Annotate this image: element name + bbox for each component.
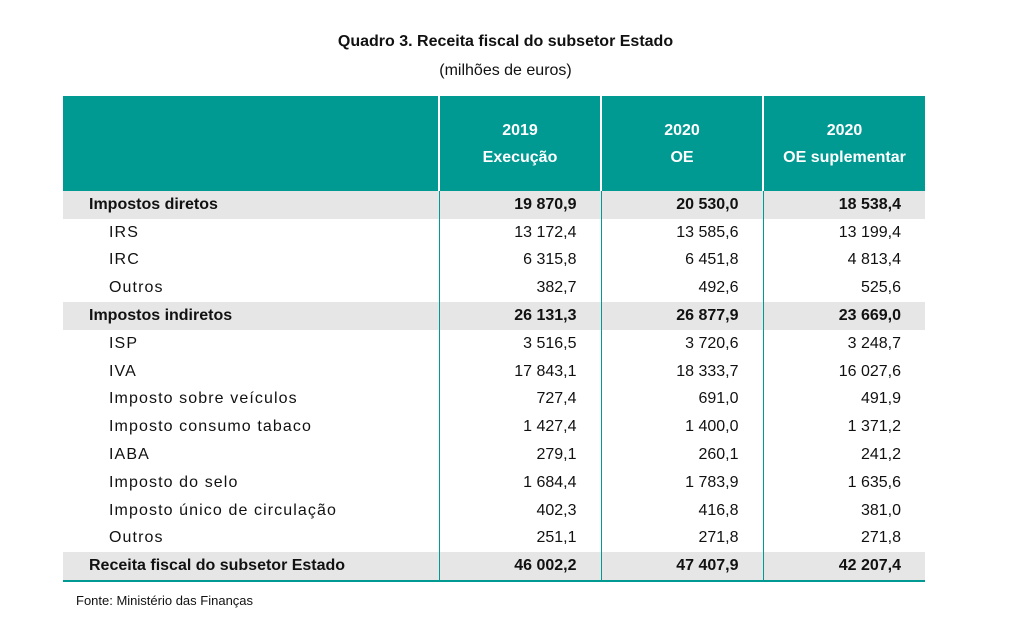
cell-2020-oe-suplementar: 1 371,2 bbox=[762, 413, 925, 442]
cell-2020-oe-suplementar: 4 813,4 bbox=[762, 246, 925, 275]
header-year: 2020 bbox=[826, 121, 863, 139]
table-row-isp: ISP 3 516,5 3 720,6 3 248,7 bbox=[63, 329, 925, 358]
cell-2019-execucao: 727,4 bbox=[438, 385, 601, 414]
table-subtitle: (milhões de euros) bbox=[439, 62, 572, 79]
cell-2020-oe: 18 333,7 bbox=[600, 357, 763, 386]
header-2020-oe-suplementar: 2020 OE suplementar bbox=[762, 96, 925, 191]
cell-2020-oe: 416,8 bbox=[600, 496, 763, 525]
cell-2019-execucao: 251,1 bbox=[438, 524, 601, 553]
row-label: Receita fiscal do subsetor Estado bbox=[63, 552, 439, 583]
row-label: Imposto consumo tabaco bbox=[109, 418, 312, 436]
table-row-irs: IRS 13 172,4 13 585,6 13 199,4 bbox=[63, 218, 925, 247]
cell-2019-execucao: 279,1 bbox=[438, 441, 601, 469]
cell-2020-oe-suplementar: 271,8 bbox=[762, 524, 925, 553]
cell-2019-execucao: 46 002,2 bbox=[438, 552, 601, 583]
cell-2020-oe-suplementar: 381,0 bbox=[762, 496, 925, 525]
table-row-outros-diretos: Outros 382,7 492,6 525,6 bbox=[63, 274, 925, 303]
cell-2020-oe-suplementar: 1 635,6 bbox=[762, 468, 925, 497]
cell-2020-oe: 1 400,0 bbox=[600, 413, 763, 442]
row-label: Impostos indiretos bbox=[63, 302, 439, 330]
cell-2020-oe-suplementar: 491,9 bbox=[762, 385, 925, 414]
row-label: IABA bbox=[109, 446, 150, 464]
cell-2019-execucao: 17 843,1 bbox=[438, 357, 601, 386]
source-note: Fonte: Ministério das Finanças bbox=[76, 593, 254, 608]
cell-2020-oe-suplementar: 525,6 bbox=[762, 274, 925, 303]
cell-2019-execucao: 402,3 bbox=[438, 496, 601, 525]
table-row-iva: IVA 17 843,1 18 333,7 16 027,6 bbox=[63, 357, 925, 386]
cell-2020-oe: 260,1 bbox=[600, 441, 763, 469]
row-label: Outros bbox=[109, 279, 164, 297]
cell-2019-execucao: 26 131,3 bbox=[438, 302, 601, 330]
cell-2019-execucao: 13 172,4 bbox=[438, 218, 601, 247]
cell-2019-execucao: 1 427,4 bbox=[438, 413, 601, 442]
cell-2019-execucao: 3 516,5 bbox=[438, 329, 601, 358]
row-label: IRC bbox=[109, 251, 140, 269]
cell-2020-oe: 26 877,9 bbox=[600, 302, 763, 330]
cell-2020-oe: 492,6 bbox=[600, 274, 763, 303]
table-row-outros-indiretos: Outros 251,1 271,8 271,8 bbox=[63, 524, 925, 553]
table-row-imposto-consumo-tabaco: Imposto consumo tabaco 1 427,4 1 400,0 1… bbox=[63, 413, 925, 442]
cell-2019-execucao: 1 684,4 bbox=[438, 468, 601, 497]
cell-2020-oe: 271,8 bbox=[600, 524, 763, 553]
cell-2020-oe: 6 451,8 bbox=[600, 246, 763, 275]
cell-2019-execucao: 6 315,8 bbox=[438, 246, 601, 275]
row-label: Imposto do selo bbox=[109, 473, 239, 491]
header-2020-oe: 2020 OE bbox=[600, 96, 763, 191]
row-label: IVA bbox=[109, 362, 137, 380]
table-row-iaba: IABA 279,1 260,1 241,2 bbox=[63, 441, 925, 469]
cell-2020-oe-suplementar: 13 199,4 bbox=[762, 218, 925, 247]
row-label: Imposto sobre veículos bbox=[109, 390, 298, 408]
table-row-imposto-do-selo: Imposto do selo 1 684,4 1 783,9 1 635,6 bbox=[63, 468, 925, 497]
table-row-imposto-unico-circulacao: Imposto único de circulação 402,3 416,8 … bbox=[63, 496, 925, 525]
cell-2019-execucao: 19 870,9 bbox=[438, 191, 601, 219]
table-row-impostos-indiretos: Impostos indiretos 26 131,3 26 877,9 23 … bbox=[63, 302, 925, 330]
cell-2020-oe-suplementar: 23 669,0 bbox=[762, 302, 925, 330]
cell-2020-oe-suplementar: 16 027,6 bbox=[762, 357, 925, 386]
row-label: Imposto único de circulação bbox=[109, 501, 338, 519]
cell-2019-execucao: 382,7 bbox=[438, 274, 601, 303]
header-label: Execução bbox=[482, 148, 558, 166]
cell-2020-oe: 691,0 bbox=[600, 385, 763, 414]
cell-2020-oe: 1 783,9 bbox=[600, 468, 763, 497]
header-year: 2019 bbox=[502, 121, 538, 139]
table-row-irc: IRC 6 315,8 6 451,8 4 813,4 bbox=[63, 246, 925, 275]
fiscal-revenue-table: 2019 Execução 2020 OE 2020 OE suplementa… bbox=[63, 96, 925, 583]
table-row-imposto-sobre-veiculos: Imposto sobre veículos 727,4 691,0 491,9 bbox=[63, 385, 925, 414]
cell-2020-oe: 3 720,6 bbox=[600, 329, 763, 358]
row-label: Impostos diretos bbox=[63, 191, 439, 219]
cell-2020-oe-suplementar: 241,2 bbox=[762, 441, 925, 469]
cell-2020-oe-suplementar: 3 248,7 bbox=[762, 329, 925, 358]
cell-2020-oe-suplementar: 18 538,4 bbox=[762, 191, 925, 219]
header-label: OE suplementar bbox=[783, 148, 906, 166]
table-header-row: 2019 Execução 2020 OE 2020 OE suplementa… bbox=[63, 96, 925, 191]
cell-2020-oe: 13 585,6 bbox=[600, 218, 763, 247]
row-label: IRS bbox=[109, 223, 139, 241]
row-label: Outros bbox=[109, 529, 164, 547]
header-label: OE bbox=[670, 148, 694, 166]
table-row-impostos-diretos: Impostos diretos 19 870,9 20 530,0 18 53… bbox=[63, 191, 925, 219]
cell-2020-oe: 20 530,0 bbox=[600, 191, 763, 219]
table-row-total: Receita fiscal do subsetor Estado 46 002… bbox=[63, 552, 925, 583]
cell-2020-oe-suplementar: 42 207,4 bbox=[762, 552, 925, 583]
header-2019-execucao: 2019 Execução bbox=[438, 96, 601, 191]
row-label: ISP bbox=[109, 334, 139, 352]
cell-2020-oe: 47 407,9 bbox=[600, 552, 763, 583]
header-blank bbox=[63, 96, 439, 191]
header-year: 2020 bbox=[664, 121, 700, 139]
table-title: Quadro 3. Receita fiscal do subsetor Est… bbox=[337, 33, 674, 50]
